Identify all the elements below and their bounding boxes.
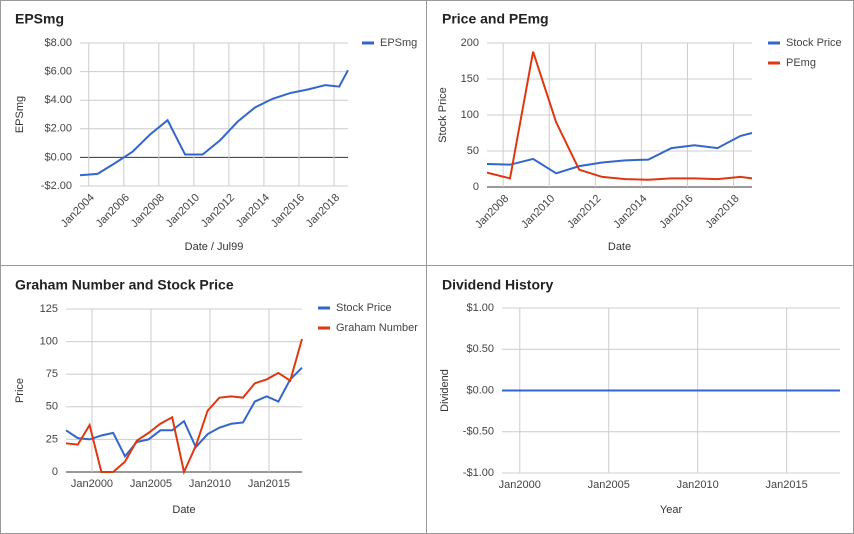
line [65, 338, 303, 476]
x-axis-title: Date [172, 504, 195, 516]
x-axis-title: Date [608, 241, 631, 253]
y-axis-title: Price [14, 378, 26, 403]
x-tick-label: Jan2012 [199, 192, 237, 230]
line [486, 51, 753, 181]
legend-swatch [768, 61, 780, 65]
legend-label: Stock Price [336, 302, 392, 314]
chart-title: Graham Number and Stock Price [15, 277, 234, 293]
chart-title: Dividend History [442, 277, 553, 293]
x-tick-label: Jan2008 [129, 192, 167, 230]
x-tick-label: Jan2010 [677, 479, 719, 491]
legend-swatch [318, 326, 330, 330]
y-tick-label: $8.00 [44, 37, 72, 49]
x-tick-label: Jan2010 [189, 478, 231, 490]
y-axis-title: Dividend [439, 369, 451, 412]
x-tick-label: Jan2004 [59, 192, 97, 230]
y-tick-label: 150 [461, 73, 479, 85]
legend-swatch [318, 306, 330, 310]
legend-label: EPSmg [380, 37, 417, 49]
y-tick-label: -$1.00 [463, 467, 494, 479]
y-tick-label: 200 [461, 37, 479, 49]
y-tick-label: $0.00 [466, 384, 494, 396]
y-tick-label: $1.00 [466, 302, 494, 314]
y-axis-title: Stock Price [437, 87, 449, 143]
legend-swatch [362, 41, 374, 45]
x-tick-label: Jan2015 [766, 479, 808, 491]
line [486, 132, 753, 175]
y-tick-label: -$2.00 [41, 180, 72, 192]
x-tick-label: Jan2006 [94, 192, 132, 230]
x-tick-label: Jan2016 [269, 192, 307, 230]
y-tick-label: $0.50 [466, 343, 494, 355]
chart-title: Price and PEmg [442, 11, 549, 27]
x-tick-label: Jan2018 [304, 192, 342, 230]
y-tick-label: 50 [46, 401, 58, 413]
y-tick-label: 50 [467, 145, 479, 157]
legend-swatch [768, 41, 780, 45]
y-tick-label: $2.00 [44, 123, 72, 135]
x-tick-label: Jan2014 [611, 193, 649, 231]
y-tick-label: 75 [46, 368, 58, 380]
y-tick-label: 125 [40, 303, 58, 315]
y-tick-label: 25 [46, 433, 58, 445]
legend-label: PEmg [786, 57, 816, 69]
x-tick-label: Jan2018 [703, 193, 741, 231]
x-tick-label: Jan2010 [519, 193, 557, 231]
y-tick-label: $4.00 [44, 94, 72, 106]
y-tick-label: -$0.50 [463, 426, 494, 438]
x-tick-label: Jan2005 [588, 479, 630, 491]
y-tick-label: 0 [52, 466, 58, 478]
y-tick-label: $6.00 [44, 66, 72, 78]
y-tick-label: 0 [473, 181, 479, 193]
x-tick-label: Jan2014 [234, 192, 272, 230]
x-tick-label: Jan2015 [248, 478, 290, 490]
x-tick-label: Jan2016 [657, 193, 695, 231]
x-axis-title: Date / Jul99 [185, 241, 244, 253]
y-tick-label: 100 [40, 336, 58, 348]
y-axis-title: EPSmg [14, 96, 26, 133]
x-tick-label: Jan2008 [473, 193, 511, 231]
y-tick-label: 100 [461, 109, 479, 121]
y-tick-label: $0.00 [44, 151, 72, 163]
x-tick-label: Jan2005 [130, 478, 172, 490]
line [65, 366, 303, 459]
legend-label: Stock Price [786, 37, 842, 49]
line [79, 69, 349, 177]
x-tick-label: Jan2000 [71, 478, 113, 490]
x-tick-label: Jan2000 [499, 479, 541, 491]
x-tick-label: Jan2012 [565, 193, 603, 231]
chart-title: EPSmg [15, 11, 64, 27]
legend-label: Graham Number [336, 322, 418, 334]
x-tick-label: Jan2010 [164, 192, 202, 230]
x-axis-title: Year [660, 504, 683, 516]
